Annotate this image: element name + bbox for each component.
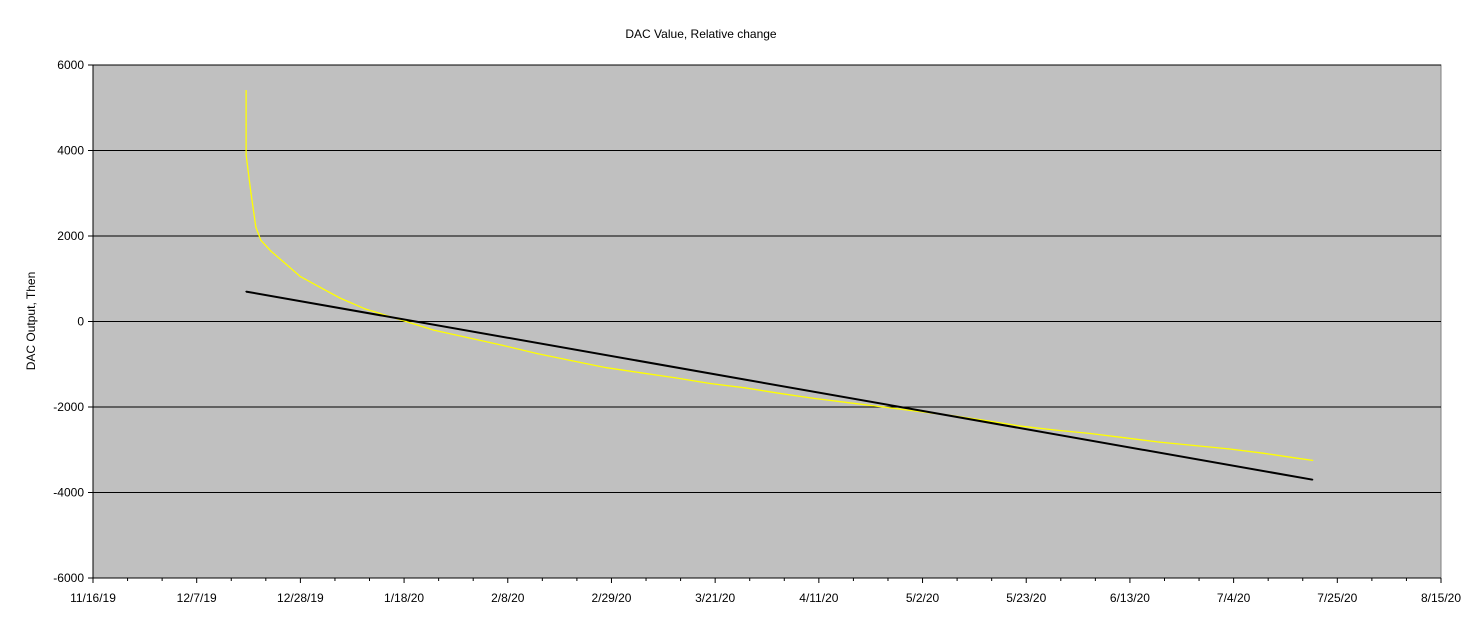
data-point	[571, 360, 573, 362]
x-tick-label: 6/13/20	[1110, 591, 1150, 605]
data-point	[847, 402, 850, 404]
x-ticks: 11/16/19 12/7/19 12/28/19 1/18/20 2/8/20 2/29…	[70, 578, 1461, 605]
x-tick-label: 11/16/19	[70, 591, 116, 605]
x-tick-label: 7/25/20	[1317, 591, 1357, 605]
data-point	[245, 124, 247, 126]
x-tick-label: 12/28/19	[277, 591, 324, 605]
data-point	[1124, 437, 1126, 439]
x-tick-label: 5/2/20	[906, 591, 940, 605]
x-tick-label: 12/7/19	[177, 591, 217, 605]
data-point	[260, 239, 262, 241]
x-tick-label: 2/29/20	[591, 591, 631, 605]
y-tick-label: -2000	[53, 400, 84, 414]
data-point	[245, 154, 247, 156]
data-point	[467, 337, 469, 339]
y-axis-label: DAC Output, Then	[24, 272, 38, 371]
x-tick-label: 2/8/20	[491, 591, 525, 605]
data-point	[1193, 444, 1195, 447]
series-1	[245, 290, 1314, 481]
data-point	[245, 90, 247, 92]
series-layer	[245, 90, 1314, 481]
data-point	[433, 329, 435, 331]
data-point	[1055, 429, 1057, 431]
data-point	[245, 290, 247, 293]
data-point	[299, 275, 302, 278]
data-point	[270, 250, 272, 252]
data-point	[1089, 432, 1092, 435]
data-point	[536, 352, 539, 355]
y-tick-label: -4000	[53, 486, 84, 500]
data-point	[502, 344, 504, 347]
data-point	[675, 377, 677, 379]
x-tick-label: 4/11/20	[799, 591, 838, 605]
y-ticks: 6000 4000 2000 0 -2000 -4000 -6000	[53, 58, 93, 585]
data-point	[363, 308, 366, 310]
y-tick-label: 4000	[57, 144, 84, 158]
data-point	[709, 382, 711, 385]
x-tick-label: 3/21/20	[695, 591, 735, 605]
x-tick-label: 1/18/20	[384, 591, 424, 605]
data-point	[284, 263, 287, 265]
data-point	[778, 392, 780, 394]
series-line	[245, 90, 1313, 462]
gridlines	[93, 64, 1441, 493]
data-point	[1020, 425, 1022, 427]
x-tick-label: 5/23/20	[1006, 591, 1046, 605]
data-point	[813, 397, 815, 400]
y-tick-label: -6000	[53, 571, 84, 585]
data-point	[605, 367, 608, 369]
series-0	[245, 90, 1314, 462]
data-point	[1228, 448, 1230, 450]
y-tick-label: 2000	[57, 229, 84, 243]
data-point	[1297, 457, 1299, 459]
data-point	[1311, 479, 1314, 481]
data-point	[744, 387, 746, 389]
data-point	[1311, 459, 1314, 462]
data-point	[1158, 441, 1161, 443]
x-tick-label: 7/4/20	[1217, 591, 1251, 605]
data-point	[640, 372, 642, 374]
chart-title: DAC Value, Relative change	[625, 27, 777, 41]
y-tick-label: 6000	[57, 58, 84, 72]
data-point	[882, 406, 884, 408]
series-line	[245, 290, 1313, 481]
data-point	[250, 192, 252, 194]
y-tick-label: 0	[77, 315, 84, 329]
data-point	[986, 420, 988, 422]
data-point	[255, 226, 257, 229]
data-point	[319, 286, 321, 288]
data-point	[339, 297, 341, 299]
x-tick-label: 8/15/20	[1421, 591, 1461, 605]
data-point	[1262, 452, 1264, 454]
